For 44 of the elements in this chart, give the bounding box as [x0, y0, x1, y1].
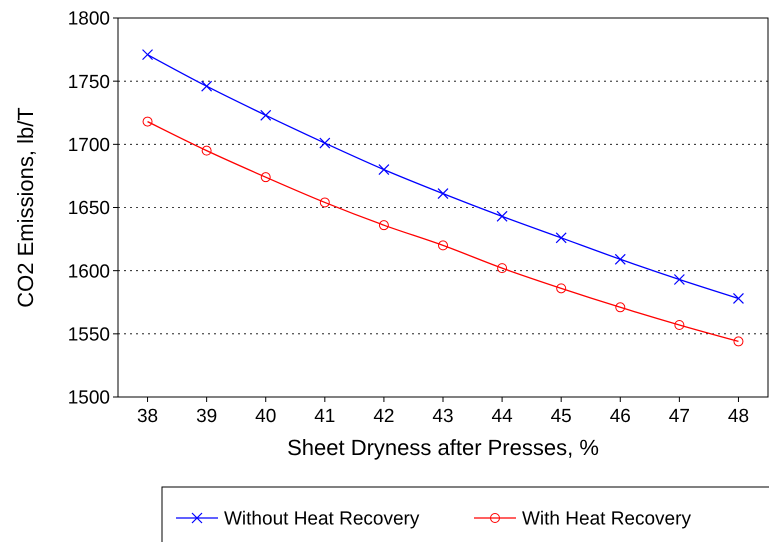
- x-tick-label: 47: [668, 406, 690, 427]
- x-tick-label: 43: [432, 406, 454, 427]
- point: [674, 320, 684, 330]
- y-tick-label: 1800: [68, 8, 110, 30]
- point: [497, 263, 508, 274]
- x-tick-label: 40: [255, 406, 276, 427]
- point: [142, 49, 154, 60]
- y-tick-label: 1500: [68, 388, 110, 409]
- point: [437, 188, 449, 200]
- point: [733, 336, 744, 346]
- x-tick-label: 38: [136, 406, 158, 427]
- point: [556, 232, 567, 244]
- x-tick-label: 48: [728, 406, 750, 427]
- point: [615, 302, 626, 312]
- point: [202, 146, 212, 156]
- point: [438, 240, 448, 250]
- point: [320, 197, 330, 208]
- x-tick-label: 39: [196, 406, 218, 427]
- point: [201, 80, 212, 92]
- point: [378, 164, 390, 176]
- point: [614, 254, 626, 265]
- point: [674, 274, 685, 286]
- point: [260, 110, 272, 121]
- point: [496, 210, 508, 222]
- x-axis-title: Sheet Dryness after Presses, %: [287, 435, 599, 460]
- point: [260, 172, 271, 182]
- point: [142, 116, 153, 127]
- point: [378, 220, 389, 230]
- y-tick-label: 1700: [68, 134, 110, 156]
- y-tick-label: 1600: [68, 261, 110, 282]
- x-tick-label: 45: [550, 406, 572, 427]
- y-tick-label: 1750: [68, 72, 110, 93]
- point: [732, 292, 744, 304]
- point: [556, 283, 566, 294]
- legend-label: With Heat Recovery: [522, 508, 692, 530]
- x-tick-label: 44: [492, 406, 514, 427]
- y-axis-title: CO2 Emissions, lb/T: [13, 107, 38, 308]
- y-tick-label: 1650: [68, 198, 110, 220]
- x-tick-label: 42: [373, 406, 394, 427]
- y-tick-label: 1550: [68, 324, 110, 346]
- legend-label: Without Heat Recovery: [224, 508, 420, 530]
- point: [319, 137, 330, 149]
- x-tick-label: 41: [314, 406, 336, 427]
- x-tick-label: 46: [610, 406, 631, 427]
